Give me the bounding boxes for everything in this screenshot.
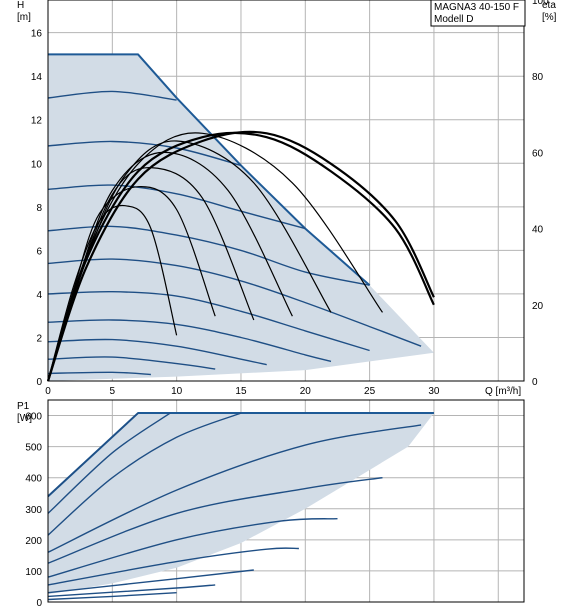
power-speed-curve-1 xyxy=(47,412,139,497)
power-y-tick-label: 0 xyxy=(36,598,42,609)
eta-axis-unit: [%] xyxy=(542,12,557,23)
head-plot-frame xyxy=(47,0,525,382)
eta-axis-symbol: eta xyxy=(542,0,556,11)
power-y-tick-label: 100 xyxy=(25,567,42,578)
power-curves xyxy=(47,412,422,601)
power-plot-frame xyxy=(47,399,525,603)
head-speed-curve-8 xyxy=(47,338,267,366)
head-x-tick-label: 25 xyxy=(364,386,376,397)
head-y-tick-label: 16 xyxy=(31,29,43,40)
head-x-tick-label: 30 xyxy=(428,386,440,397)
eta-y-tick-label: 20 xyxy=(532,301,544,312)
head-speed-curve-2 xyxy=(47,140,242,167)
head-axis-unit: [m] xyxy=(17,12,31,23)
head-envelope xyxy=(48,53,434,382)
head-envelope-max-curve xyxy=(48,53,371,286)
eta-y-tick-label: 40 xyxy=(532,225,544,236)
eta-y-tick-label: 60 xyxy=(532,148,544,159)
model-revision: Modell D xyxy=(434,14,473,25)
head-curves xyxy=(47,90,422,376)
flow-axis-label: Q [m³/h] xyxy=(485,386,521,397)
power-speed-curve-9 xyxy=(47,584,216,598)
power-y-tick-label: 200 xyxy=(25,536,42,547)
head-speed-curve-7 xyxy=(47,319,332,363)
power-axis-symbol: P1 xyxy=(17,401,30,412)
head-x-tick-label: 5 xyxy=(110,386,116,397)
eta-curve-7 xyxy=(46,131,435,382)
head-envelope-area xyxy=(48,54,434,382)
power-y-tick-label: 300 xyxy=(25,505,42,516)
power-axis-unit: [W] xyxy=(17,413,32,424)
power-y-ticks: 0 100 200 300 400 500 600 xyxy=(25,412,42,609)
power-speed-curve-8 xyxy=(47,569,254,594)
head-axis-symbol: H xyxy=(17,0,24,11)
power-speed-curve-3 xyxy=(47,412,242,536)
power-speed-curve-10 xyxy=(47,592,177,601)
eta-y-tick-label: 0 xyxy=(532,377,538,388)
head-x-tick-label: 20 xyxy=(300,386,312,397)
efficiency-curves xyxy=(46,130,435,382)
head-speed-curve-6 xyxy=(47,290,370,352)
eta-curve-8 xyxy=(46,130,435,382)
head-y-tick-label: 12 xyxy=(31,116,43,127)
head-y-tick-label: 10 xyxy=(31,159,43,170)
model-name: MAGNA3 40-150 F xyxy=(434,2,519,13)
power-speed-curve-2 xyxy=(47,412,171,514)
eta-curve-6 xyxy=(47,132,383,382)
head-y-tick-label: 4 xyxy=(36,290,42,301)
power-y-tick-label: 500 xyxy=(25,443,42,454)
head-speed-curve-3 xyxy=(47,184,306,230)
head-y-tick-label: 2 xyxy=(36,333,42,344)
head-speed-curve-5 xyxy=(47,258,422,347)
head-y-tick-label: 8 xyxy=(36,203,42,214)
head-x-ticks: 0 5 10 15 20 25 30 xyxy=(45,386,440,397)
head-speed-curve-10 xyxy=(47,371,151,376)
head-x-tick-label: 0 xyxy=(45,386,51,397)
power-y-tick-label: 400 xyxy=(25,474,42,485)
power-y-tick-label: 600 xyxy=(25,412,42,423)
model-label-box xyxy=(430,0,526,27)
head-speed-curve-1 xyxy=(47,90,177,101)
power-speed-curve-6 xyxy=(47,518,338,578)
eta-y-tick-label: 100 xyxy=(532,0,549,7)
eta-y-ticks: 0 20 40 60 80 100 xyxy=(532,0,549,388)
power-speed-curve-7 xyxy=(47,547,299,586)
power-speed-curve-4 xyxy=(47,424,422,553)
power-speed-curve-5 xyxy=(47,477,383,564)
head-y-tick-label: 0 xyxy=(36,377,42,388)
head-y-tick-label: 14 xyxy=(31,72,43,83)
head-y-tick-label: 6 xyxy=(36,246,42,257)
head-y-ticks: 0 2 4 6 8 10 12 14 16 xyxy=(31,29,43,388)
power-chart-panel: 0 100 200 300 400 500 600 P1 [W] xyxy=(17,399,525,609)
head-x-tick-label: 10 xyxy=(171,386,183,397)
eta-y-tick-label: 80 xyxy=(532,72,544,83)
head-x-tick-label: 15 xyxy=(235,386,247,397)
head-speed-curve-9 xyxy=(47,356,216,370)
